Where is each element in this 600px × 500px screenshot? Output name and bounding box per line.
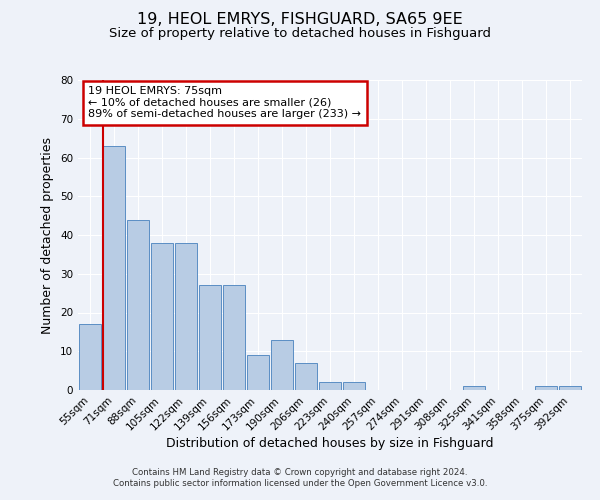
Y-axis label: Number of detached properties: Number of detached properties: [41, 136, 55, 334]
Bar: [151, 243, 173, 390]
Bar: [295, 363, 317, 390]
X-axis label: Distribution of detached houses by size in Fishguard: Distribution of detached houses by size …: [166, 438, 494, 450]
Bar: [343, 382, 365, 390]
Bar: [247, 355, 269, 390]
Text: 19 HEOL EMRYS: 75sqm
← 10% of detached houses are smaller (26)
89% of semi-detac: 19 HEOL EMRYS: 75sqm ← 10% of detached h…: [88, 86, 361, 120]
Bar: [103, 146, 125, 390]
Bar: [79, 324, 101, 390]
Bar: [463, 386, 485, 390]
Text: Contains HM Land Registry data © Crown copyright and database right 2024.
Contai: Contains HM Land Registry data © Crown c…: [113, 468, 487, 487]
Text: 19, HEOL EMRYS, FISHGUARD, SA65 9EE: 19, HEOL EMRYS, FISHGUARD, SA65 9EE: [137, 12, 463, 28]
Bar: [559, 386, 581, 390]
Bar: [535, 386, 557, 390]
Bar: [271, 340, 293, 390]
Bar: [223, 286, 245, 390]
Text: Size of property relative to detached houses in Fishguard: Size of property relative to detached ho…: [109, 28, 491, 40]
Bar: [319, 382, 341, 390]
Bar: [175, 243, 197, 390]
Bar: [127, 220, 149, 390]
Bar: [199, 286, 221, 390]
